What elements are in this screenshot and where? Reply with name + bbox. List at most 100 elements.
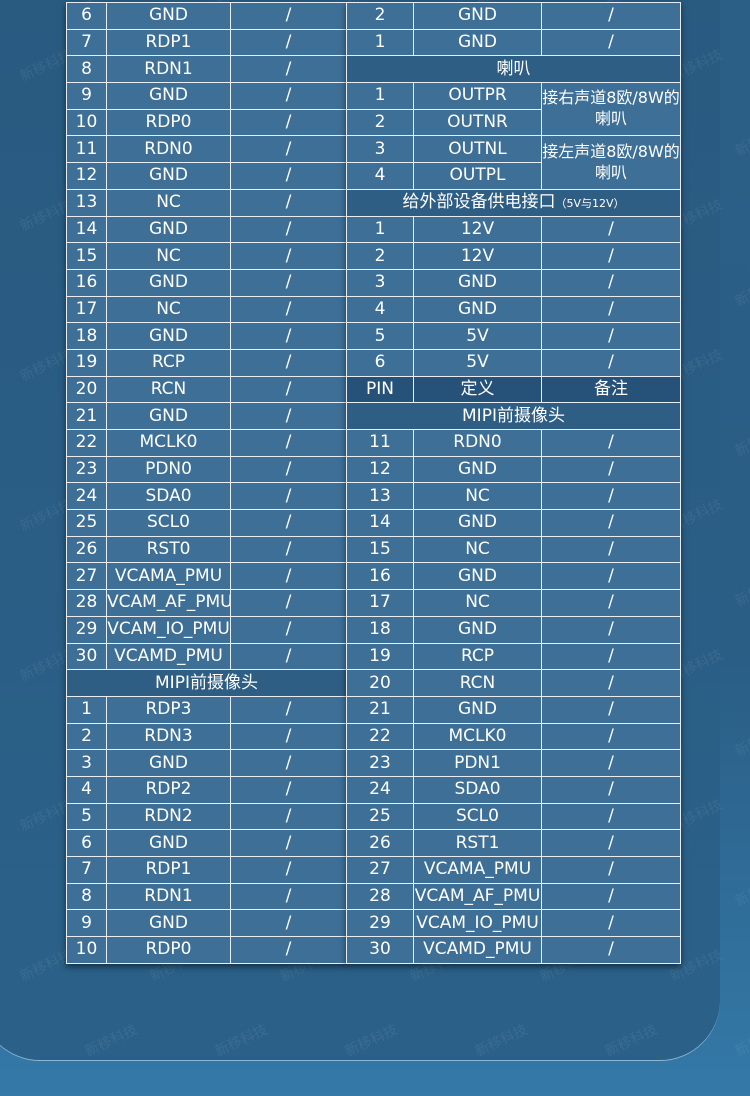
pin-cell: 2 bbox=[346, 2, 414, 30]
pin-cell: 28 bbox=[66, 589, 107, 617]
definition-cell: RDN0 bbox=[413, 429, 542, 457]
pinout-table-right: 2 GND/1 GND / 喇叭 1 OUTPR 接右声道8欧/8W的喇叭 2 OUTNR 3 OUT… bbox=[346, 2, 681, 964]
pin-cell: 18 bbox=[346, 615, 414, 644]
table-row: 4 RDP2/ bbox=[66, 775, 347, 804]
pin-cell: 8 bbox=[66, 882, 107, 911]
table-row: 6 GND / bbox=[66, 2, 347, 30]
pin-cell: 15 bbox=[66, 242, 107, 270]
definition-cell: GND bbox=[413, 695, 542, 724]
header-definition: 定义 bbox=[413, 375, 542, 404]
table-row: 9 GND / bbox=[66, 909, 347, 938]
table-row: 16 GND / bbox=[66, 268, 347, 297]
definition-cell: VCAMD_PMU bbox=[106, 642, 231, 671]
table-row: 3 OUTNL 接左声道8欧/8W的喇叭 bbox=[346, 135, 681, 190]
definition-cell: GND bbox=[413, 455, 542, 484]
definition-cell: GND bbox=[106, 749, 231, 777]
table-row: 9 GND / bbox=[66, 82, 347, 110]
pin-cell: 18 bbox=[66, 322, 107, 350]
pin-cell: 24 bbox=[66, 482, 107, 511]
watermark-text: 新移科技 bbox=[732, 871, 750, 910]
pin-cell: 3 bbox=[66, 749, 107, 777]
table-row: 11 RDN0/ bbox=[66, 135, 347, 164]
pin-cell: 2 bbox=[346, 242, 414, 270]
table-row: 19 RCP / bbox=[346, 642, 681, 671]
pin-cell: 7 bbox=[66, 856, 107, 884]
section-title: 喇叭 bbox=[346, 55, 681, 84]
pin-cell: 12 bbox=[346, 455, 414, 484]
definition-cell: GND bbox=[106, 82, 231, 110]
table-row: 6 GND / bbox=[66, 829, 347, 857]
pin-cell: 4 bbox=[66, 775, 107, 804]
table-row: 28 VCAM_AF_PMU / bbox=[346, 882, 681, 911]
note-cell: / bbox=[541, 829, 681, 857]
definition-cell: 12V bbox=[413, 215, 542, 244]
note-cell: / bbox=[230, 162, 347, 190]
pin-cell: 19 bbox=[66, 348, 107, 377]
note-cell: / bbox=[230, 829, 347, 857]
table-row: 13 NC / bbox=[66, 188, 347, 217]
definition-cell: RDN3 bbox=[106, 722, 231, 751]
pin-cell: 20 bbox=[346, 669, 414, 697]
pin-cell: 4 bbox=[346, 295, 414, 324]
pin-cell: 11 bbox=[66, 135, 107, 164]
note-cell: / bbox=[230, 28, 347, 57]
table-row: 1 OUTPR 接右声道8欧/8W的喇叭 bbox=[346, 82, 681, 137]
note-cell: / bbox=[230, 749, 347, 777]
section-header-row: MIPI前摄像头 bbox=[346, 402, 681, 430]
note-cell: / bbox=[230, 722, 347, 751]
note-cell: / bbox=[541, 909, 681, 938]
watermark-text: 新移科技 bbox=[732, 721, 750, 760]
table-row: 5 RDN2/ bbox=[66, 802, 347, 831]
note-cell: / bbox=[541, 215, 681, 244]
definition-cell: VCAM_IO_PMU bbox=[106, 615, 231, 644]
note-cell: 接右声道8欧/8W的喇叭 bbox=[541, 82, 681, 137]
note-cell: / bbox=[541, 642, 681, 671]
pin-cell: 19 bbox=[346, 642, 414, 671]
pin-cell: 20 bbox=[66, 375, 107, 404]
definition-cell: RDP0 bbox=[106, 108, 231, 137]
definition-cell: NC bbox=[106, 295, 231, 324]
note-cell: / bbox=[230, 429, 347, 457]
table-row: 23 PDN0/ bbox=[66, 455, 347, 484]
note-cell: / bbox=[541, 802, 681, 831]
definition-cell: 5V bbox=[413, 348, 542, 377]
note-cell: / bbox=[541, 589, 681, 617]
pin-cell: 26 bbox=[346, 829, 414, 857]
note-cell: / bbox=[541, 936, 681, 964]
pin-cell: 5 bbox=[66, 802, 107, 831]
note-cell: / bbox=[230, 482, 347, 511]
table-row: 22 MCLK0/ bbox=[66, 429, 347, 457]
table-row: 18 GND / bbox=[346, 615, 681, 644]
definition-cell: VCAMA_PMU bbox=[413, 856, 542, 884]
note-cell: / bbox=[230, 775, 347, 804]
note-cell: / bbox=[230, 642, 347, 671]
pin-cell: 30 bbox=[66, 642, 107, 671]
table-row: 26 RST1/ bbox=[346, 829, 681, 857]
section-header-row: MIPI前摄像头 bbox=[66, 669, 347, 697]
definition-cell: GND bbox=[106, 162, 231, 190]
note-cell: / bbox=[541, 856, 681, 884]
pin-cell: 1 bbox=[346, 28, 414, 57]
column-header-row: PIN 定义 备注 bbox=[346, 375, 681, 404]
note-cell: / bbox=[230, 135, 347, 164]
pin-cell: 27 bbox=[66, 562, 107, 591]
table-row: 29 VCAM_IO_PMU / bbox=[66, 615, 347, 644]
pin-cell: 16 bbox=[66, 268, 107, 297]
pin-cell: 9 bbox=[66, 909, 107, 938]
table-row: 25 SCL0/ bbox=[66, 509, 347, 537]
pin-cell: 25 bbox=[66, 509, 107, 537]
note-cell: / bbox=[541, 562, 681, 591]
header-pin: PIN bbox=[346, 375, 414, 404]
pin-cell: 25 bbox=[346, 802, 414, 831]
note-cell: / bbox=[541, 722, 681, 751]
note-cell: / bbox=[230, 509, 347, 537]
note-cell: / bbox=[230, 455, 347, 484]
pin-cell: 10 bbox=[66, 108, 107, 137]
table-row: 10 RDP0/ bbox=[66, 108, 347, 137]
note-cell: / bbox=[230, 856, 347, 884]
definition-cell: VCAM_IO_PMU bbox=[413, 909, 542, 938]
table-row: 3 GND / bbox=[66, 749, 347, 777]
pin-cell: 21 bbox=[346, 695, 414, 724]
note-cell: / bbox=[230, 802, 347, 831]
table-row: 14 GND / bbox=[66, 215, 347, 244]
